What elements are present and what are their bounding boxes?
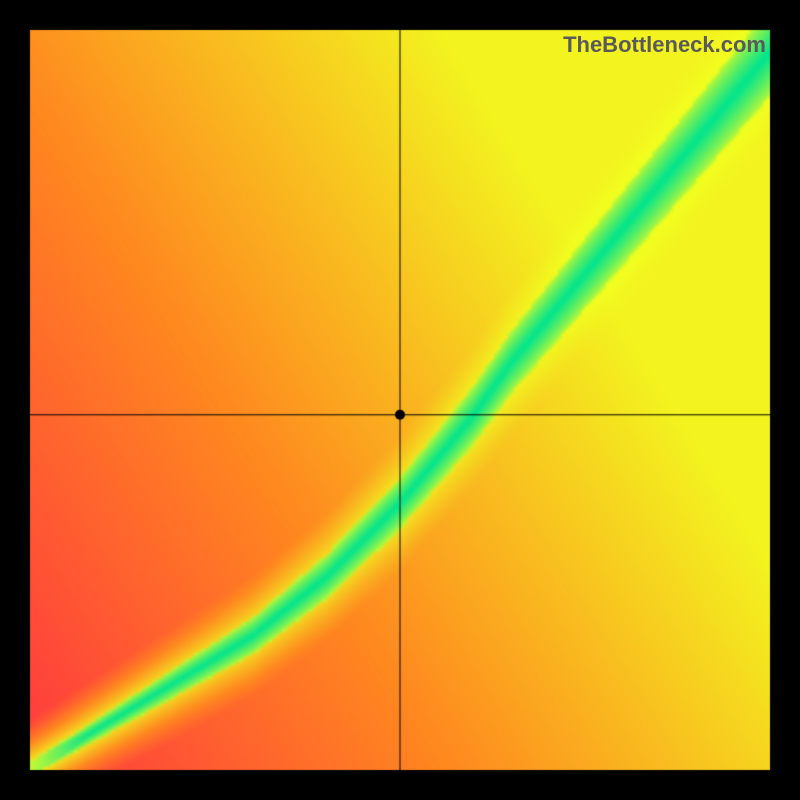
bottleneck-heatmap: [0, 0, 800, 800]
chart-container: { "canvas": { "width": 800, "height": 80…: [0, 0, 800, 800]
watermark-text: TheBottleneck.com: [563, 32, 766, 58]
